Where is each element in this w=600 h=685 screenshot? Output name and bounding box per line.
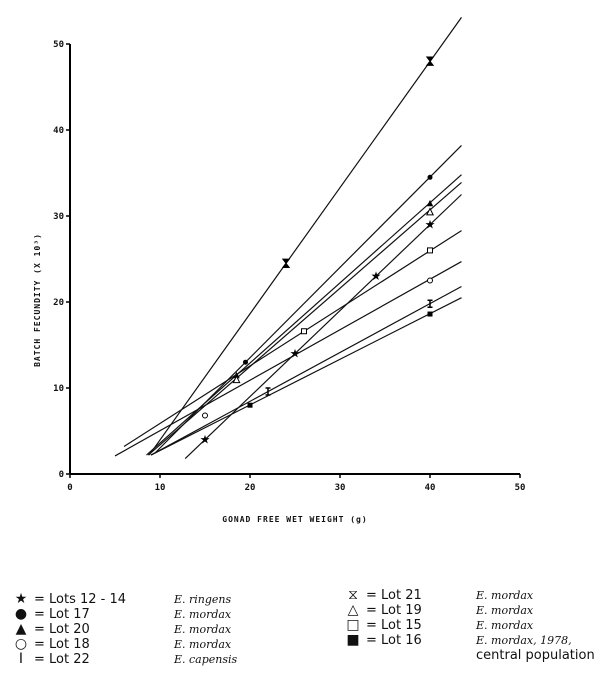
y-tick-label: 40: [53, 126, 64, 136]
legend-species-label: E. mordax: [174, 608, 232, 621]
series-line: [147, 182, 462, 456]
open-triangle-marker: [232, 375, 241, 384]
x-tick-label: 50: [515, 483, 526, 493]
hourglass-marker: [281, 258, 291, 268]
y-axis-label: BATCH FECUNDITY (X 10³): [33, 233, 42, 367]
ibeam-marker: [427, 299, 433, 308]
series-line: [123, 230, 462, 447]
series-line: [150, 285, 462, 456]
ibeam-marker: [265, 387, 271, 396]
y-tick-label: 0: [59, 470, 64, 480]
y-tick-label: 10: [53, 384, 64, 394]
legend-species-label: E. mordax: [174, 638, 232, 651]
filled-circle-marker: [243, 359, 248, 365]
legend-lot-label: = Lot 21: [366, 588, 422, 603]
x-tick-label: 40: [425, 483, 436, 493]
y-tick-label: 30: [53, 212, 64, 222]
legend-lot-label: = Lot 19: [366, 603, 422, 618]
legend-item: ● = Lot 17 E. mordax: [8, 606, 237, 623]
x-tick-label: 10: [155, 483, 166, 493]
x-axis-label: GONAD FREE WET WEIGHT (g): [222, 515, 367, 524]
legend-note: central population: [476, 648, 595, 663]
legend-lot-label: = Lot 22: [34, 652, 90, 667]
legend-right: ⧖ = Lot 21 E. mordax △ = Lot 19 E. mordax □ = L…: [340, 587, 595, 664]
legend-lot-label: = Lots 12 - 14: [34, 592, 127, 607]
star-marker: ★: [371, 269, 382, 283]
series-line: [146, 174, 462, 456]
x-tick-label: 20: [245, 483, 256, 493]
legend-species-label: E. ringens: [174, 593, 232, 606]
legend-item: Ⅰ = Lot 22 E. capensis: [8, 651, 238, 668]
legend-symbol-icon: ○: [14, 636, 28, 652]
legend-lot-label: = Lot 15: [366, 618, 422, 633]
x-tick-label: 0: [67, 483, 72, 493]
filled-square-marker: [247, 402, 253, 408]
filled-triangle-marker: [426, 199, 434, 207]
legend-item: ▲ = Lot 20 E. mordax: [8, 621, 237, 638]
legend-symbol-icon: ★: [14, 591, 28, 607]
legend-symbol-icon: Ⅰ: [18, 651, 24, 667]
star-marker: ★: [425, 218, 436, 232]
open-square-marker: [301, 328, 307, 335]
legend-species-label: E. mordax: [476, 589, 534, 602]
legend-item: △ = Lot 19 E. mordax: [340, 602, 595, 619]
open-triangle-marker: [425, 207, 435, 216]
legend-item: ⧖ = Lot 21 E. mordax: [340, 587, 595, 604]
legend-symbol-icon: ■: [346, 632, 360, 648]
legend-lot-label: = Lot 16: [366, 633, 422, 648]
legend-symbol-icon: △: [347, 602, 359, 618]
y-tick-label: 20: [53, 298, 64, 308]
series-line: [114, 261, 462, 457]
legend-symbol-icon: ▲: [15, 621, 27, 637]
hourglass-marker: [425, 56, 435, 66]
filled-circle-marker: [427, 174, 433, 180]
legend-lot-label: = Lot 17: [34, 607, 90, 622]
legend-symbol-icon: ⧖: [348, 587, 358, 603]
star-marker: ★: [290, 347, 301, 361]
y-tick-label: 50: [53, 40, 64, 50]
star-marker: ★: [200, 433, 211, 447]
legend-species-label: E. mordax: [476, 619, 534, 632]
open-circle-marker: [427, 277, 433, 284]
series-line: [184, 194, 462, 459]
legend-species-label: E. mordax: [174, 623, 232, 636]
series-line: [148, 16, 462, 456]
legend-species-label: E. mordax: [476, 604, 534, 617]
legend-species-label: E. capensis: [174, 653, 238, 666]
legend-item: ■ = Lot 16 E. mordax, 1978,: [340, 632, 595, 649]
legend-lot-label: = Lot 20: [34, 622, 90, 637]
open-circle-marker: [202, 412, 208, 419]
legend-symbol-icon: □: [346, 617, 360, 633]
legend-left: ★ = Lots 12 - 14 E. ringens ● = Lot 17 E. mor…: [8, 591, 238, 668]
legend-item: ★ = Lots 12 - 14 E. ringens: [8, 591, 237, 608]
x-tick-label: 30: [335, 483, 346, 493]
series-line: [150, 297, 462, 456]
legend-symbol-icon: ●: [14, 606, 28, 622]
filled-square-marker: [427, 311, 433, 317]
legend-item: ○ = Lot 18 E. mordax: [8, 636, 237, 653]
open-square-marker: [427, 247, 433, 254]
legend-item: □ = Lot 15 E. mordax: [340, 617, 595, 634]
legend-lot-label: = Lot 18: [34, 637, 90, 652]
legend-species-label: E. mordax, 1978,: [476, 634, 572, 647]
